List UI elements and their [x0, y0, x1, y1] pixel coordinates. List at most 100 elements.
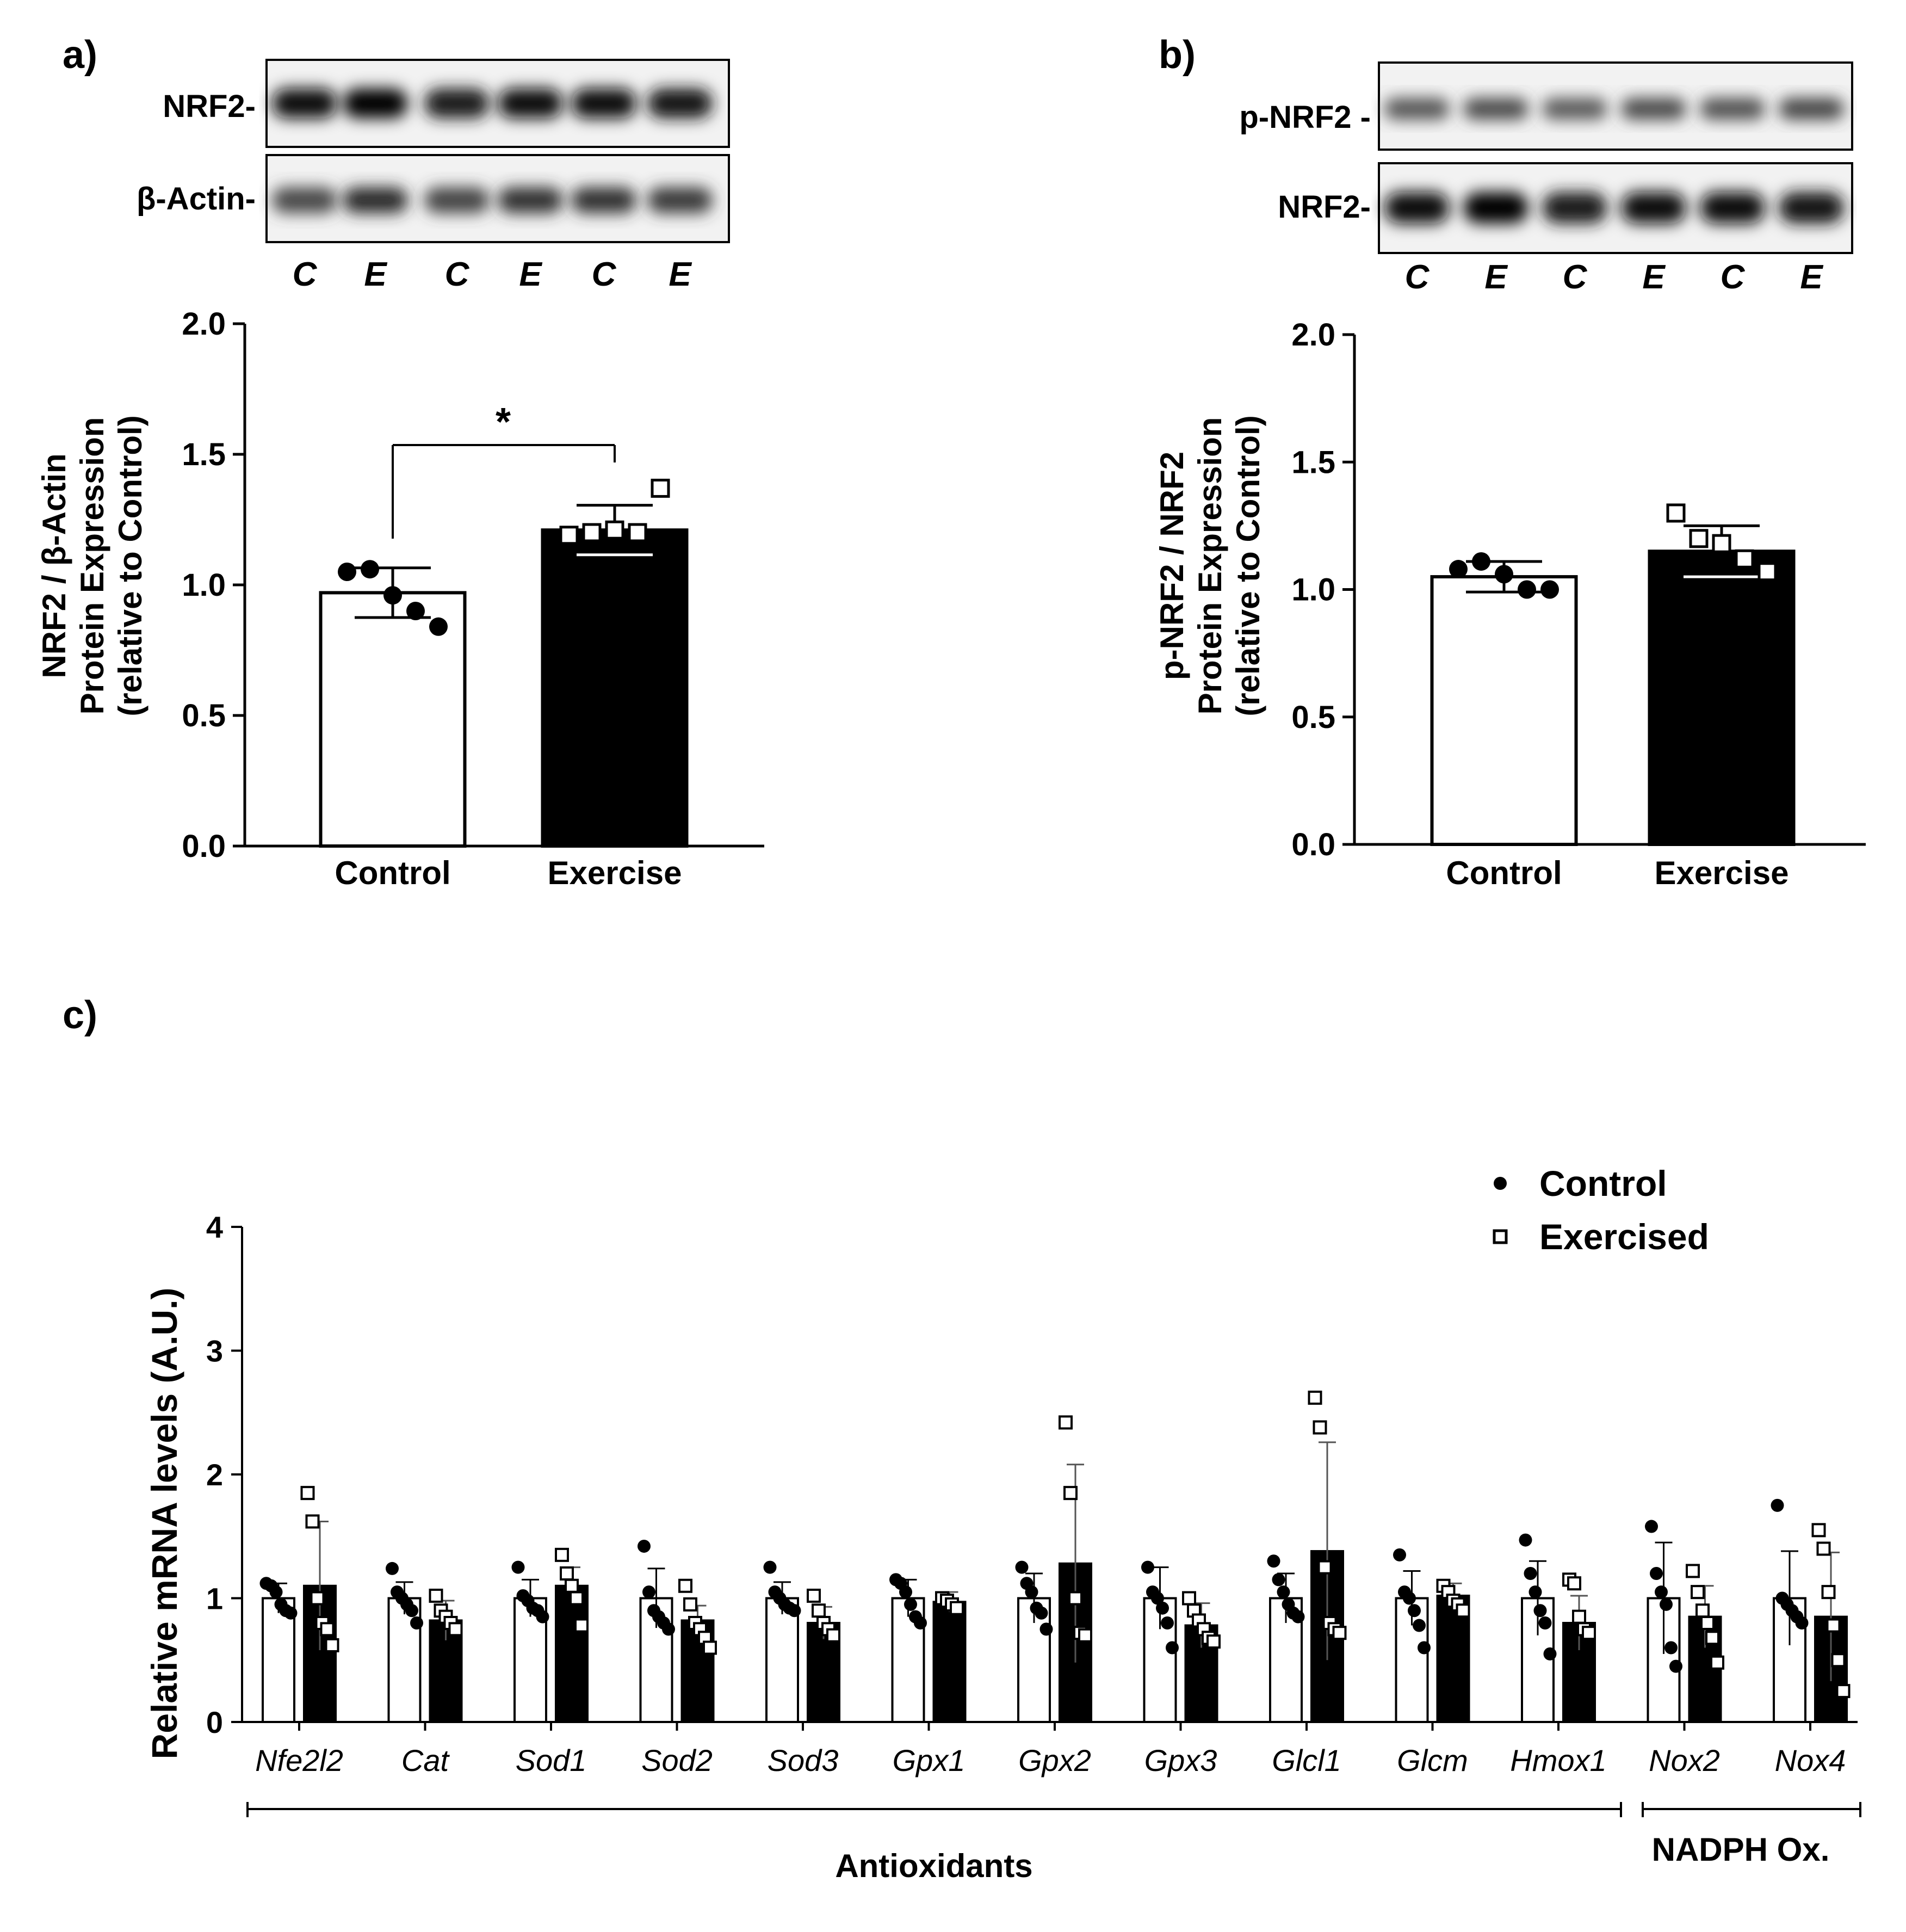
chart-c-point-glcl1-control-1: [1272, 1573, 1285, 1587]
chart-c-point-glcl1-control-5: [1291, 1610, 1305, 1624]
chart-c-point-glcl1-exercised-2: [1317, 1560, 1332, 1575]
chart-c-point-nox2-exercised-1: [1691, 1585, 1705, 1600]
chart-c-point-nox4-exercised-3: [1826, 1618, 1841, 1633]
blot-b-label-1: p-NRF2 -: [1239, 100, 1371, 135]
chart-a-point-control-0: [338, 563, 356, 581]
chart-c-point-nox4-exercised-1: [1816, 1541, 1831, 1556]
blot-b: p-NRF2 - NRF2- C E C E C E: [1239, 61, 1853, 296]
chart-c-point-gpx3-exercised-0: [1182, 1591, 1196, 1606]
chart-c-point-cat-control-0: [386, 1561, 399, 1575]
chart-b-xlabel-exercise: Exercise: [1655, 855, 1789, 891]
chart-c-ytick-label-3: 3: [206, 1334, 223, 1368]
chart-c-gene-label-glcm: Glcm: [1397, 1743, 1468, 1777]
chart-c-point-glcm-control-4: [1413, 1619, 1426, 1632]
chart-c-point-nox4-exercised-0: [1811, 1523, 1826, 1538]
chart-c-point-gpx2-control-5: [1039, 1622, 1053, 1636]
chart-c-ytick-label-0: 0: [206, 1705, 223, 1739]
chart-b-ytick-label-0: 0.0: [1291, 827, 1335, 862]
lane-label-6: E: [669, 256, 692, 293]
chart-c-point-nox4-control-5: [1795, 1616, 1809, 1629]
band-r1-l5: [571, 88, 636, 119]
chart-c-point-sod2-exercised-5: [703, 1640, 717, 1655]
chart-c-point-nox4-exercised-2: [1821, 1585, 1836, 1600]
chart-c-legend: Control Exercised: [1493, 1163, 1709, 1257]
chart-c-point-nox2-exercised-3: [1700, 1616, 1715, 1630]
chart-c-point-sod1-exercised-4: [574, 1618, 589, 1633]
band-r2-l6: [647, 187, 713, 213]
chart-c-point-cat-exercised-0: [429, 1588, 443, 1603]
chart-a-point-exercise-3: [628, 523, 647, 542]
legend-exercised-label: Exercised: [1539, 1217, 1709, 1257]
blot-a-label-1: NRF2-: [163, 89, 256, 124]
panel-b-label: b): [1159, 33, 1196, 77]
chart-b-bar-control: [1430, 575, 1578, 846]
chart-a-ylabel-3: (relative to Control): [112, 415, 148, 716]
band-r2-l6: [1779, 192, 1844, 224]
chart-a-point-exercise-1: [582, 523, 602, 542]
chart-c-point-hmox1-control-0: [1519, 1533, 1532, 1547]
chart-c-gene-label-sod2: Sod2: [641, 1743, 713, 1777]
chart-c-point-glcl1-exercised-5: [1332, 1626, 1347, 1640]
chart-c-point-nox2-control-4: [1664, 1641, 1678, 1655]
chart-c-ytick-label-2: 2: [206, 1458, 223, 1492]
chart-c-point-nox2-control-5: [1669, 1659, 1682, 1673]
chart-b-xlabel-control: Control: [1446, 855, 1562, 891]
band-r2-l4: [498, 187, 563, 213]
blot-a: NRF2- β-Actin- C E C E C E: [137, 59, 730, 293]
chart-c-ytick-label-1: 1: [206, 1582, 223, 1616]
chart-c-point-gpx2-control-4: [1035, 1606, 1048, 1620]
legend-exercised-marker: [1493, 1229, 1508, 1244]
chart-c-point-glcm-control-0: [1393, 1548, 1406, 1561]
chart-c-point-nfe2l2-control-2: [269, 1585, 283, 1599]
chart-c-point-cat-control-4: [405, 1604, 418, 1618]
band-r1-l6: [1779, 98, 1844, 120]
chart-a-significance: *: [496, 400, 511, 444]
chart-c-point-glcm-control-3: [1408, 1604, 1421, 1618]
chart-a-ytick-label-3: 1.5: [182, 437, 226, 472]
chart-c-point-nox2-exercised-2: [1695, 1603, 1710, 1618]
chart-c-point-gpx2-exercised-1: [1063, 1486, 1078, 1501]
chart-a-ytick-label-1: 0.5: [182, 698, 226, 733]
chart-b-ytick-label-3: 1.5: [1291, 445, 1335, 480]
chart-c-point-gpx1-control-5: [914, 1616, 927, 1629]
chart-c-point-nox2-exercised-0: [1686, 1564, 1700, 1578]
chart-c-point-sod1-control-5: [536, 1610, 549, 1624]
chart-a-ytick-label-2: 1.0: [182, 567, 226, 603]
blot-b-label-2: NRF2-: [1278, 189, 1371, 225]
chart-c-point-nox4-control-0: [1771, 1498, 1784, 1512]
chart-a-ytick-label-0: 0.0: [182, 829, 226, 864]
chart-b-point-exercise-2: [1712, 534, 1731, 553]
lane-label-3: C: [1563, 258, 1588, 296]
band-r1-l4: [498, 88, 563, 119]
band-r1-l1: [1384, 98, 1450, 120]
chart-c-point-cat-control-5: [410, 1616, 423, 1629]
chart-b-point-control-2: [1495, 565, 1513, 584]
lane-label-2: E: [1484, 258, 1508, 296]
chart-c-point-sod2-control-0: [638, 1539, 651, 1553]
chart-c-point-glcl1-control-2: [1277, 1585, 1290, 1599]
chart-c-point-glcl1-exercised-1: [1313, 1420, 1327, 1435]
chart-c-point-glcl1-exercised-0: [1308, 1390, 1322, 1405]
group-antioxidants: Antioxidants: [246, 1802, 1622, 1884]
chart-c-point-glcm-control-2: [1403, 1591, 1416, 1605]
chart-a-xlabel-control: Control: [335, 855, 450, 891]
lane-label-1: C: [293, 256, 318, 293]
legend-control-label: Control: [1539, 1163, 1667, 1203]
panel-c-label: c): [63, 993, 97, 1037]
chart-c-point-nox2-control-3: [1660, 1597, 1673, 1611]
chart-c-point-sod3-exercised-1: [812, 1603, 826, 1618]
chart-c-point-hmox1-exercised-1: [1567, 1576, 1581, 1591]
chart-b-ylabel-1: p-NRF2 / NRF2: [1154, 452, 1190, 680]
chart-c-point-glcm-exercised-4: [1456, 1603, 1470, 1618]
chart-c-point-sod2-exercised-1: [683, 1597, 697, 1612]
chart-c-point-hmox1-exercised-4: [1582, 1626, 1596, 1640]
chart-c-ylabel: Relative mRNA levels (A.U.): [144, 1288, 184, 1760]
chart-c-point-nfe2l2-exercised-5: [325, 1638, 339, 1652]
band-r1-l2: [343, 88, 408, 119]
chart-c-point-nox2-exercised-4: [1705, 1631, 1719, 1645]
chart-b: 0.0 0.5 1.0 1.5 2.0 p-NRF2 / NRF2 Protein Ex…: [1154, 317, 1866, 891]
chart-a-ylabel-1: NRF2 / β-Actin: [36, 453, 72, 678]
chart-c-point-gpx3-control-3: [1156, 1601, 1169, 1615]
blot-a-label-2: β-Actin-: [137, 181, 256, 217]
